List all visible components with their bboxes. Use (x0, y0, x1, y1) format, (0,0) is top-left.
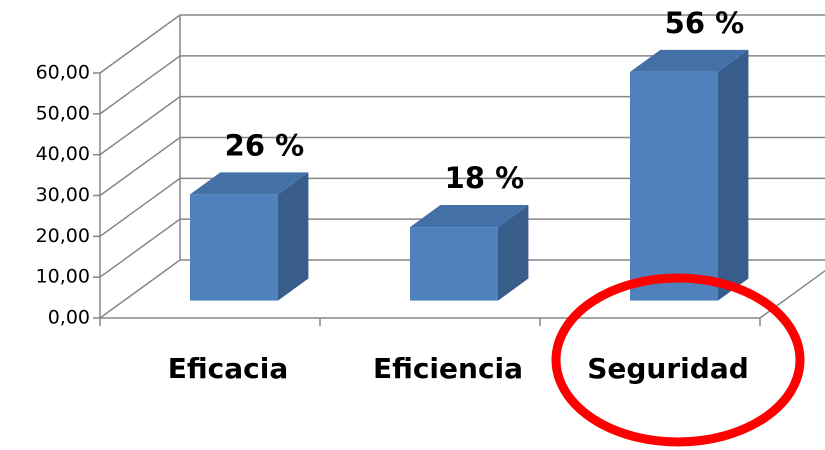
bar-side (718, 49, 749, 301)
plot: 0,00 10,00 20,00 30,00 40,00 50,00 60,00 26 % Ef… (36, 6, 825, 385)
bar-top (190, 172, 309, 195)
bar (630, 71, 718, 301)
highlight-ellipse (551, 273, 805, 447)
grid-line (99, 177, 825, 237)
y-tick-label: 0,00 (48, 307, 90, 329)
bar-side (278, 172, 309, 301)
grid-line (99, 218, 825, 278)
bar-top (410, 205, 529, 228)
y-tick-label: 50,00 (36, 102, 90, 124)
grid-line (99, 136, 825, 197)
value-label: 18 % (445, 161, 525, 195)
value-label: 56 % (665, 6, 745, 40)
grid-line (99, 259, 825, 319)
x-tick-label: Eficacia (168, 352, 288, 385)
y-tick-label: 10,00 (36, 266, 90, 288)
bar (410, 227, 498, 301)
y-tick-label: 40,00 (36, 143, 90, 165)
x-tick-label: Eficiencia (373, 352, 523, 385)
bar-side (498, 205, 529, 301)
x-tick-label: Seguridad (587, 352, 749, 385)
grid-line (99, 55, 825, 115)
y-tick-label: 20,00 (36, 225, 90, 247)
bar (190, 194, 278, 301)
grid-line (99, 95, 825, 156)
y-tick-label: 30,00 (36, 184, 90, 206)
bar-top (630, 49, 749, 72)
grid-line (99, 14, 825, 74)
y-tick-label: 60,00 (36, 62, 90, 84)
value-label: 26 % (225, 128, 305, 162)
